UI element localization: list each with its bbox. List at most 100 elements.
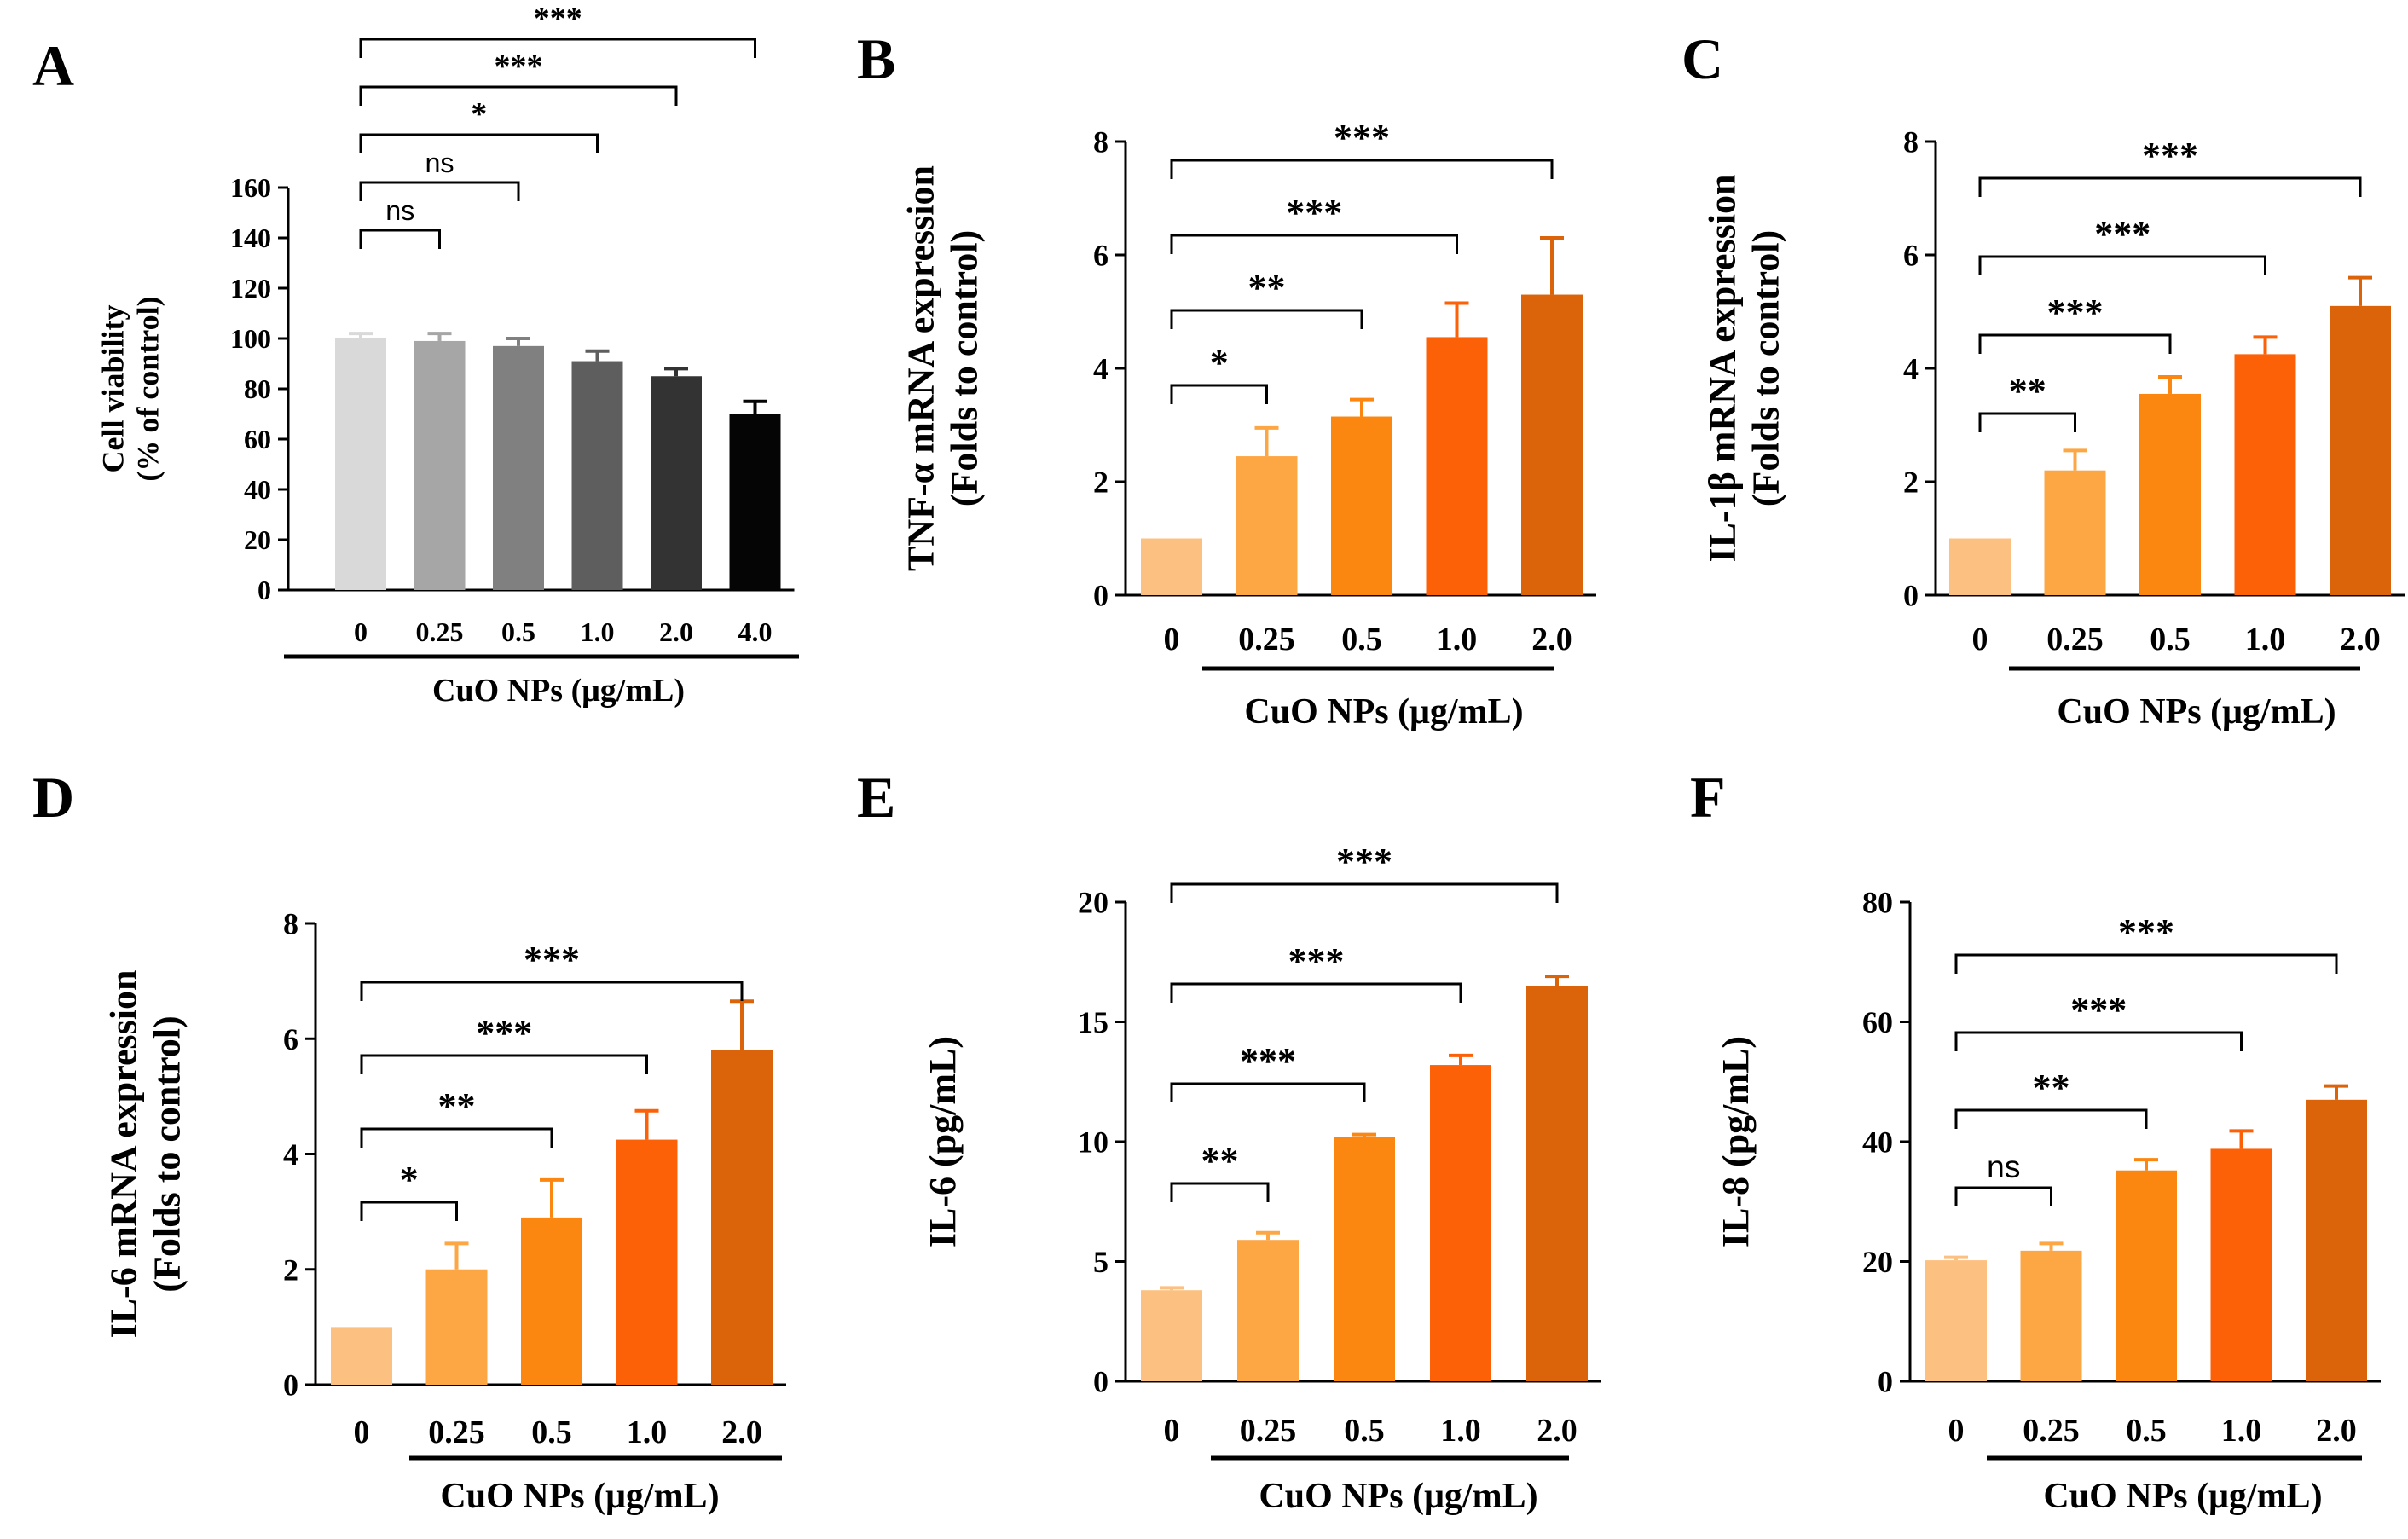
x-tick-label: 2.0: [1537, 1413, 1577, 1449]
significance-label: ***: [476, 1012, 532, 1054]
significance-bracket: [1978, 176, 2362, 197]
x-tick-label: 1.0: [2221, 1413, 2262, 1449]
y-tick-label: 0: [258, 575, 271, 605]
significance-label: *: [471, 96, 487, 132]
significance-bracket: [1170, 1082, 1366, 1102]
panel-b: B 0 2 4 6 8 TNF-α mRNA expression (Folds to con…: [857, 26, 1596, 732]
significance-bracket: [1170, 982, 1462, 1003]
panel-c: C 0 2 4 6 8 IL-1β mRNA expression (Folds to con…: [1682, 26, 2405, 732]
y-axis-label: Cell viability: [96, 305, 130, 473]
panel-f: F 0 20 40 60 80 IL-8 (pg/mL) 0 0.25 0.5 1.0 2.0 CuO …: [1690, 765, 2381, 1516]
x-tick-label: 0.25: [428, 1415, 485, 1450]
significance-label: ***: [534, 1, 582, 37]
significance-bracket: [1978, 412, 2076, 432]
x-axis-label: CuO NPs (μg/mL): [2057, 692, 2336, 732]
x-axis-label: CuO NPs (μg/mL): [432, 673, 685, 709]
significance-bracket: [360, 1054, 648, 1074]
x-axis-label: CuO NPs (μg/mL): [1259, 1477, 1537, 1516]
y-axis-label: IL-1β mRNA expression: [1702, 174, 1744, 562]
x-tick-label: 0.25: [416, 616, 464, 647]
y-tick-label: 160: [230, 172, 271, 203]
significance-bracket: [1954, 1031, 2243, 1051]
x-tick-label: 4.0: [738, 616, 773, 647]
significance-bracket: [359, 133, 599, 153]
bar: [1237, 1240, 1299, 1381]
significance-label: ***: [2070, 989, 2127, 1031]
bar: [1141, 538, 1202, 595]
bar: [1430, 1065, 1491, 1381]
significance-label: ***: [2118, 911, 2174, 953]
significance-label: ***: [2047, 292, 2104, 333]
significance-bracket: [1170, 384, 1268, 404]
significance-label: ***: [2142, 135, 2198, 176]
y-tick-label: 0: [1903, 579, 1919, 613]
x-tick-label: 1.0: [1437, 622, 1478, 657]
y-tick-label: 60: [1862, 1005, 1893, 1039]
y-tick-label: 40: [244, 474, 271, 505]
bar: [1949, 538, 2011, 595]
y-tick-label: 0: [1093, 1365, 1108, 1399]
y-tick-label: 140: [230, 223, 271, 253]
y-axis-label: (% of control): [131, 296, 165, 481]
significance-bracket: [360, 981, 744, 1001]
bar: [2139, 393, 2201, 595]
x-tick-label: 0.5: [1341, 622, 1382, 657]
significance-label: ***: [2094, 213, 2150, 255]
panel-a: A 0 20 40 60 80 100 120 140 160 Cell viability (% o…: [32, 1, 799, 709]
bar: [2330, 305, 2391, 595]
significance-bracket: [1170, 882, 1559, 903]
y-tick-label: 10: [1078, 1125, 1108, 1160]
bar: [711, 1050, 773, 1385]
y-tick-label: 60: [244, 424, 271, 454]
x-tick-label: 2.0: [1531, 622, 1572, 657]
panel-letter: E: [857, 765, 895, 830]
bar: [2234, 354, 2296, 595]
significance-label: **: [1248, 267, 1286, 309]
y-axis-label: (Folds to control): [1745, 230, 1786, 506]
significance-bracket: [1170, 309, 1363, 329]
x-tick-label: 0.5: [1344, 1413, 1385, 1449]
y-axis-label: (Folds to control): [943, 230, 985, 506]
x-axis-label: CuO NPs (μg/mL): [1244, 692, 1523, 732]
x-tick-label: 0.5: [501, 616, 535, 647]
y-tick-label: 2: [1903, 466, 1919, 500]
bar: [335, 338, 386, 590]
x-tick-label: 0.25: [1238, 622, 1295, 657]
significance-label: **: [2033, 1067, 2070, 1108]
bar: [1526, 986, 1588, 1381]
bar: [616, 1139, 678, 1385]
significance-label: **: [438, 1085, 476, 1127]
y-tick-label: 0: [283, 1368, 298, 1403]
significance-bracket: [1170, 1182, 1270, 1202]
y-tick-label: 20: [1862, 1245, 1893, 1279]
bar: [571, 361, 623, 590]
bar: [425, 1269, 488, 1385]
y-tick-label: 20: [1078, 886, 1108, 920]
significance-bracket: [1954, 1108, 2148, 1129]
significance-bracket: [359, 229, 441, 249]
significance-label: ***: [524, 939, 580, 981]
x-tick-label: 0.25: [2046, 622, 2104, 657]
y-tick-label: 120: [230, 273, 271, 304]
significance-bracket: [1170, 234, 1458, 254]
y-axis-label: IL-6 (pg/mL): [922, 1036, 964, 1247]
significance-label: ns: [425, 148, 454, 178]
bar: [1521, 294, 1583, 595]
significance-bracket: [360, 1127, 553, 1148]
y-tick-label: 4: [1093, 352, 1108, 386]
significance-bracket: [360, 1201, 458, 1221]
bar: [331, 1327, 392, 1385]
x-tick-label: 1.0: [1440, 1413, 1481, 1449]
significance-label: ***: [1336, 841, 1392, 882]
x-tick-label: 1.0: [581, 616, 615, 647]
x-axis-label: CuO NPs (μg/mL): [440, 1477, 719, 1516]
y-tick-label: 6: [1093, 239, 1108, 273]
significance-bracket: [1954, 1186, 2052, 1206]
y-tick-label: 2: [1093, 466, 1108, 500]
y-tick-label: 0: [1878, 1365, 1893, 1399]
bar: [521, 1217, 582, 1385]
significance-bracket: [359, 38, 756, 58]
y-tick-label: 100: [230, 323, 271, 354]
x-tick-label: 0.25: [1240, 1413, 1297, 1449]
x-tick-label: 2.0: [721, 1415, 762, 1450]
